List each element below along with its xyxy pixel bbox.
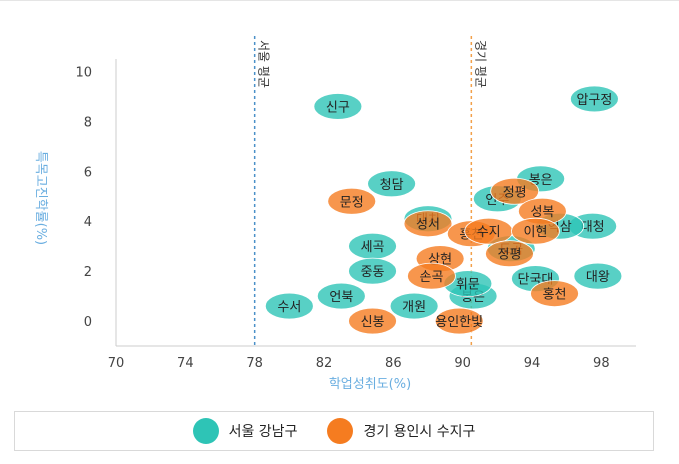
gangnam-point — [573, 262, 623, 290]
suji-point — [490, 177, 540, 205]
y-tick-label: 10 — [75, 65, 92, 80]
gangnam-point — [313, 93, 363, 120]
reference-line-label: 서울 평균 — [257, 40, 271, 88]
suji-point — [434, 307, 484, 335]
point-label: 세곡 — [361, 240, 385, 255]
point-label: 수지 — [477, 225, 501, 240]
point-label: 언북 — [329, 290, 353, 305]
point-label: 중동 — [361, 265, 385, 280]
gangnam-point — [264, 292, 314, 320]
x-tick-label: 98 — [593, 356, 610, 371]
suji-point — [530, 280, 579, 307]
suji-point — [511, 217, 560, 245]
point-label: 대왕 — [586, 270, 610, 285]
point-label: 이현 — [524, 225, 548, 240]
y-tick-label: 8 — [84, 115, 92, 130]
legend-item-gangnam: 서울 강남구 — [192, 418, 298, 444]
point-label: 개원 — [402, 300, 426, 315]
gangnam-point — [316, 282, 366, 310]
point-label: 정평 — [498, 248, 522, 263]
y-axis-title: 특목고진학률(%) — [33, 151, 48, 245]
legend-swatch-gangnam — [192, 418, 219, 444]
x-tick-label: 90 — [454, 356, 471, 371]
gangnam-point — [389, 292, 439, 320]
y-tick-label: 0 — [84, 315, 92, 330]
point-label: 손곡 — [420, 270, 444, 285]
x-tick-label: 82 — [316, 356, 333, 371]
point-label: 청담 — [380, 178, 404, 193]
point-label: 압구정 — [576, 93, 612, 108]
suji-point — [348, 307, 397, 335]
y-tick-label: 2 — [84, 265, 92, 280]
x-tick-label: 86 — [385, 356, 402, 371]
suji-point — [485, 240, 534, 268]
point-label: 용인한빛 — [435, 315, 483, 330]
top-rule — [0, 0, 679, 1]
point-label: 수서 — [277, 300, 301, 315]
legend-item-suji: 경기 용인시 수지구 — [327, 418, 475, 444]
x-tick-label: 70 — [108, 356, 125, 371]
point-label: 휘문 — [456, 278, 480, 293]
x-axis-title: 학업성취도(%) — [329, 377, 411, 392]
point-label: 홍천 — [543, 288, 567, 303]
legend-label-suji: 경기 용인시 수지구 — [363, 424, 476, 440]
suji-point — [403, 210, 453, 238]
data-points: 신구압구정청담봉은언주대치대청역삼세곡도곡수서언북중동개원봉은휘문단국대대왕문정… — [264, 85, 623, 335]
x-tick-label: 74 — [177, 356, 194, 371]
x-tick-label: 78 — [246, 356, 263, 371]
gangnam-point — [367, 170, 417, 198]
legend-swatch-suji — [327, 418, 354, 444]
suji-point — [407, 262, 456, 290]
gangnam-point — [570, 85, 619, 113]
point-label: 신봉 — [361, 315, 385, 330]
point-label: 성복 — [530, 205, 554, 220]
legend-label-gangnam: 서울 강남구 — [228, 424, 298, 440]
x-tick-label: 94 — [524, 356, 541, 371]
point-label: 정평 — [503, 185, 527, 200]
point-label: 대청 — [581, 220, 605, 235]
suji-point — [327, 187, 377, 215]
legend: 서울 강남구 경기 용인시 수지구 — [14, 411, 654, 451]
y-tick-label: 4 — [84, 215, 92, 230]
reference-line-label: 경기 평균 — [473, 40, 487, 88]
y-tick-label: 6 — [84, 165, 92, 180]
gangnam-point — [348, 257, 397, 285]
point-label: 성서 — [416, 218, 440, 233]
tick-labels: 70 74 78 82 86 90 94 98 0 2 4 6 8 10 — [75, 65, 609, 371]
axes — [115, 59, 636, 347]
point-label: 신구 — [326, 100, 350, 115]
point-label: 문정 — [340, 195, 364, 210]
